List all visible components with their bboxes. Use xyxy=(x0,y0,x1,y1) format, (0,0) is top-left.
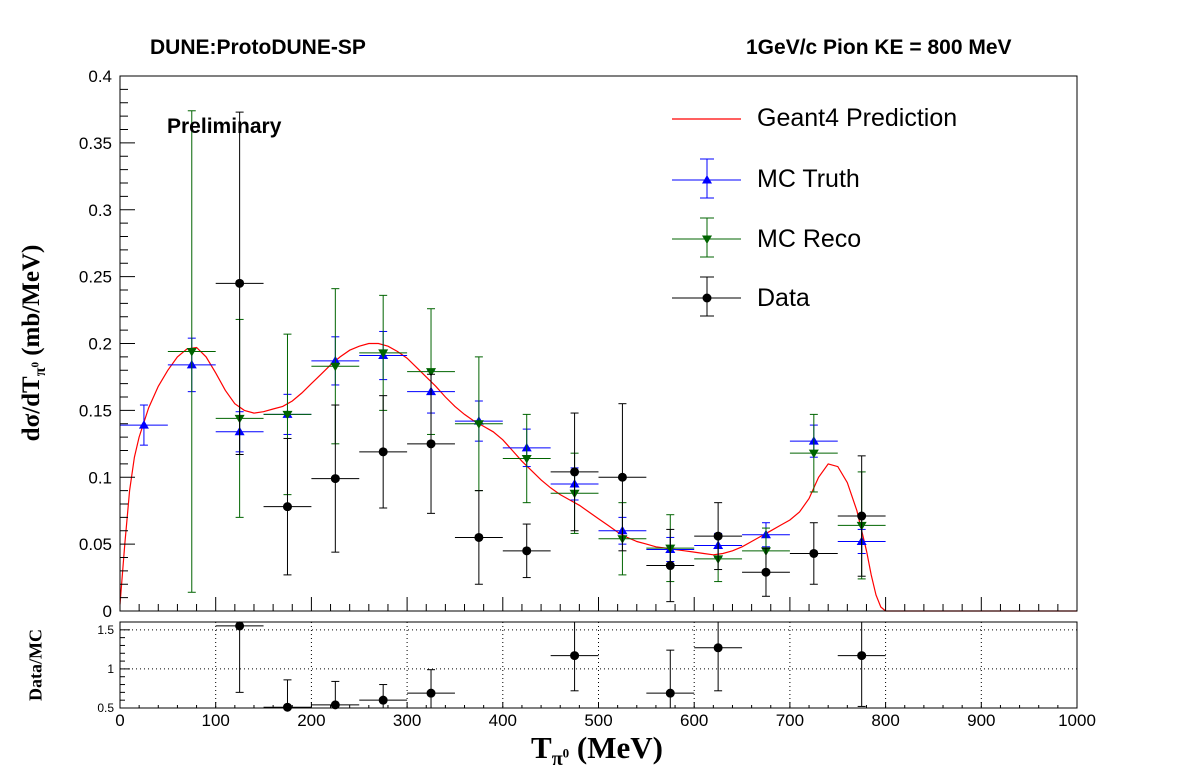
data-marker xyxy=(235,278,245,288)
ratio-y-tick-label: 0.5 xyxy=(97,701,114,715)
y-axis-title: dσ/dTπ0 (mb/MeV) xyxy=(18,244,49,442)
y-tick-label: 0 xyxy=(103,602,112,621)
ratio-marker xyxy=(282,702,292,712)
x-tick-label: 300 xyxy=(393,711,421,730)
preliminary-label: Preliminary xyxy=(167,115,282,138)
ratio-axis-title: Data/MC xyxy=(25,629,46,701)
legend-label-geant4: Geant4 Prediction xyxy=(757,104,958,132)
ratio-marker xyxy=(665,688,675,698)
legend-symbol-truth-marker xyxy=(702,175,712,184)
data-marker xyxy=(522,546,532,556)
mc-reco-marker xyxy=(473,420,484,429)
mc-reco-marker xyxy=(808,449,819,459)
y-tick-label: 0.4 xyxy=(88,67,112,86)
ratio-marker xyxy=(713,643,723,653)
ratio-marker xyxy=(570,651,580,661)
y-tick-label: 0.05 xyxy=(79,535,112,554)
y-tick-label: 0.25 xyxy=(79,268,112,287)
data-marker xyxy=(426,439,436,449)
x-tick-label: 900 xyxy=(967,711,995,730)
ratio-y-tick-label: 1 xyxy=(107,662,114,676)
mc-reco-marker xyxy=(426,368,437,377)
x-tick-label: 700 xyxy=(776,711,804,730)
ratio-marker xyxy=(378,695,388,705)
x-tick-label: 1000 xyxy=(1058,711,1096,730)
data-marker xyxy=(857,511,867,521)
legend-symbol-reco-marker xyxy=(702,235,712,244)
data-marker xyxy=(761,567,771,577)
mc-reco-marker xyxy=(282,410,293,420)
data-marker xyxy=(665,561,675,571)
y-tick-label: 0.1 xyxy=(88,468,112,487)
experiment-label: DUNE:ProtoDUNE-SP xyxy=(150,36,366,59)
y-tick-label: 0.3 xyxy=(88,201,112,220)
mc-reco-marker xyxy=(186,348,197,357)
y-tick-label: 0.2 xyxy=(88,335,112,354)
data-marker xyxy=(617,472,627,482)
x-axis-title: Tπ0 (MeV) xyxy=(531,730,663,771)
x-tick-label: 200 xyxy=(297,711,325,730)
data-marker xyxy=(570,467,580,477)
data-marker xyxy=(809,548,819,558)
ratio-marker xyxy=(426,688,436,698)
data-marker xyxy=(330,474,340,484)
data-marker xyxy=(282,502,292,512)
x-tick-label: 500 xyxy=(584,711,612,730)
mc-truth-marker xyxy=(138,420,149,429)
data-marker xyxy=(378,447,388,457)
x-tick-label: 0 xyxy=(115,711,124,730)
mc-reco-marker xyxy=(521,455,532,464)
x-tick-label: 800 xyxy=(871,711,899,730)
legend-symbol-data-marker xyxy=(702,293,712,303)
beam-label: 1GeV/c Pion KE = 800 MeV xyxy=(746,36,1012,59)
legend-label-data: Data xyxy=(757,284,810,312)
data-marker xyxy=(713,531,723,541)
mc-reco-marker xyxy=(330,362,341,372)
ratio-marker xyxy=(857,651,867,661)
y-tick-label: 0.35 xyxy=(79,134,112,153)
data-marker xyxy=(474,532,484,542)
x-tick-label: 100 xyxy=(202,711,230,730)
legend-label-truth: MC Truth xyxy=(757,165,860,193)
mc-reco-marker xyxy=(378,349,389,358)
x-tick-label: 600 xyxy=(680,711,708,730)
x-tick-label: 400 xyxy=(489,711,517,730)
ratio-y-tick-label: 1.5 xyxy=(97,623,114,637)
y-tick-label: 0.15 xyxy=(79,401,112,420)
ratio-marker xyxy=(235,621,245,631)
legend-label-reco: MC Reco xyxy=(757,225,862,253)
geant4-prediction-line xyxy=(119,342,1077,612)
ratio-marker xyxy=(330,700,340,710)
